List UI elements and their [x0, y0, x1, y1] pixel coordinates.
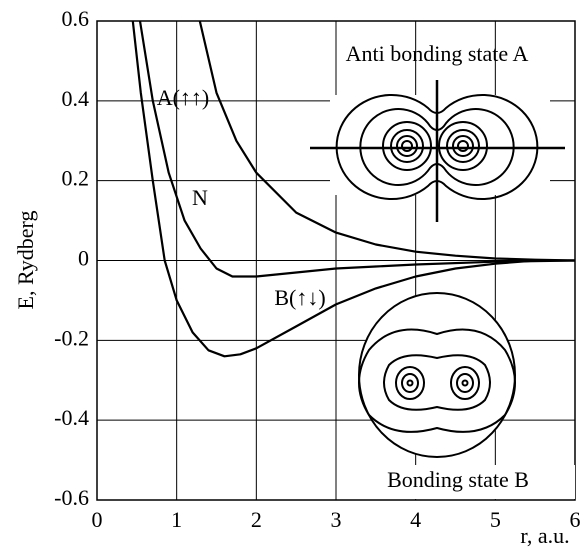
y-axis-label: E, Rydberg: [13, 211, 38, 310]
x-tick-label: 5: [490, 507, 501, 532]
annotation: N: [192, 185, 208, 210]
x-tick-label: 2: [251, 507, 262, 532]
x-tick-label: 1: [171, 507, 182, 532]
x-tick-label: 6: [570, 507, 581, 532]
x-tick-label: 0: [92, 507, 103, 532]
annotation: Anti bonding state A: [346, 41, 529, 66]
y-tick-label: -0.4: [54, 405, 89, 430]
x-axis-label: r, a.u.: [520, 523, 569, 548]
bonding-inset: [345, 292, 575, 499]
curve: [198, 21, 575, 262]
annotation: B(↑↓): [274, 285, 325, 310]
y-tick-label: 0.2: [62, 166, 90, 191]
curve: [131, 21, 575, 358]
annotation: A(↑↑): [157, 85, 210, 110]
y-tick-label: 0.4: [62, 86, 90, 111]
y-tick-label: 0.6: [62, 6, 90, 31]
annotation: Bonding state B: [387, 467, 529, 492]
y-tick-label: 0: [78, 246, 89, 271]
y-tick-label: -0.2: [54, 325, 89, 350]
x-tick-label: 3: [331, 507, 342, 532]
x-tick-label: 4: [410, 507, 421, 532]
y-tick-label: -0.6: [54, 485, 89, 510]
antibonding-inset: [310, 80, 565, 222]
curve: [138, 21, 575, 278]
